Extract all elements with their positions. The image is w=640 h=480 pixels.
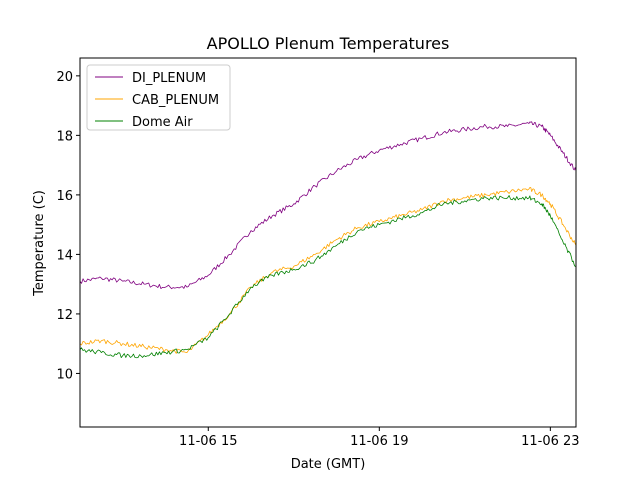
legend: DI_PLENUM CAB_PLENUM Dome Air — [86, 64, 231, 131]
x-tick-label: 11-06 19 — [350, 434, 408, 449]
y-axis-label: Temperature (C) — [32, 190, 47, 297]
y-tick-label: 20 — [56, 70, 73, 85]
axes-frame — [79, 57, 577, 428]
series-line-di-plenum — [80, 121, 576, 290]
legend-label-dome-air: Dome Air — [132, 115, 193, 130]
y-tick-label: 18 — [56, 129, 73, 144]
legend-label-cab-plenum: CAB_PLENUM — [132, 93, 219, 108]
x-axis-label: Date (GMT) — [291, 457, 366, 472]
series-line-cab-plenum — [80, 187, 576, 354]
y-tick-label: 14 — [56, 248, 73, 263]
chart-title: APOLLO Plenum Temperatures — [207, 34, 450, 53]
series-line-dome-air — [80, 195, 576, 359]
plot-area: 11-06 15 11-06 19 11-06 23 10 12 14 16 18 20 — [56, 57, 580, 449]
legend-box — [86, 64, 231, 131]
legend-label-di-plenum: DI_PLENUM — [132, 71, 206, 86]
x-tick-label: 11-06 23 — [521, 434, 579, 449]
series-group — [80, 121, 576, 359]
y-tick-label: 12 — [56, 308, 73, 323]
y-tick-label: 16 — [56, 189, 73, 204]
y-tick-label: 10 — [56, 367, 73, 382]
x-tick-label: 11-06 15 — [179, 434, 237, 449]
